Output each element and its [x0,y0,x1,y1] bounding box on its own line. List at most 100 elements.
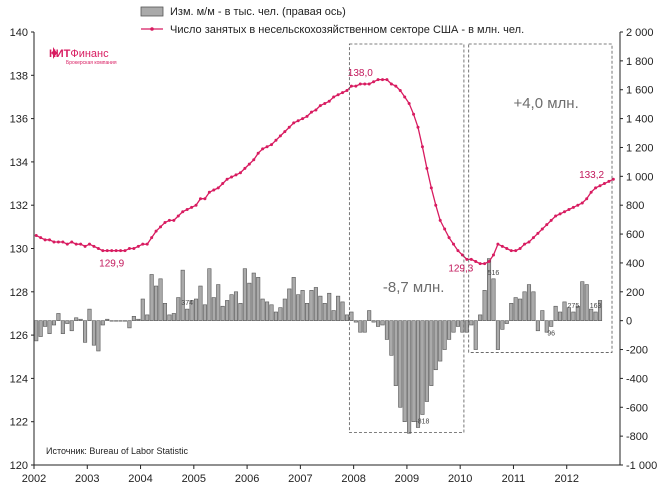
right-tick-label: -800 [626,431,648,443]
right-tick-label: 1 600 [626,85,654,97]
line-layer [34,78,615,266]
line-point [127,247,131,250]
bar [269,304,274,321]
bar-value-label: -818 [415,418,429,425]
line-point [65,242,69,246]
bar [78,318,83,321]
line-point [318,104,322,108]
line-point [380,78,384,82]
x-tick-label: 2011 [502,473,526,485]
line-point [212,188,216,192]
bar [140,298,145,321]
line-point [474,259,478,263]
legend-bar-label: Изм. м/м - в тыс. чел. (правая ось) [170,6,346,18]
bar [526,284,532,321]
line-point [349,84,353,88]
bar [171,313,176,321]
line-point [367,82,371,86]
line-point [465,257,469,261]
line-point [74,242,78,246]
bar [491,278,496,321]
bar [344,314,350,321]
line-point [469,257,473,261]
bar [83,320,88,343]
line-point [332,95,336,99]
line-point [549,218,553,222]
logo-mark-icon [53,47,57,59]
bar [580,281,585,321]
bar [202,304,207,321]
legend-line-marker [150,27,154,31]
line-point [500,244,504,248]
line-point [301,117,305,121]
bar [535,320,540,332]
line-value-label: 138,0 [348,68,373,79]
line-point [607,179,611,183]
x-tick-label: 2002 [22,473,46,485]
line-point [159,225,163,229]
line-point [509,249,513,253]
line-value-label: 129,3 [448,263,473,274]
line-point [358,82,362,86]
left-tick-label: 132 [10,200,28,212]
bar [109,320,114,322]
bar [522,291,527,321]
bar [442,320,447,350]
bar [353,320,358,323]
bar [96,320,101,352]
x-tick-label: 2004 [128,473,152,485]
line-point [309,110,313,114]
line-point [150,236,154,240]
line-point [345,88,349,92]
line-point [425,166,429,170]
bar [571,311,576,321]
bar [260,298,265,321]
bar [558,311,563,321]
bar [220,305,225,321]
bar [149,274,154,321]
bar [540,310,545,321]
bar [447,320,452,340]
bar [38,320,43,337]
bar [180,269,185,321]
line-point [460,253,464,257]
left-tick-label: 128 [10,287,28,299]
line-point [119,249,123,253]
line-point [283,130,287,134]
period-annotation: -8,7 млн. [383,279,445,296]
right-tick-label: 600 [626,229,644,241]
line-point [101,249,105,253]
bar [91,320,96,346]
line-point [190,205,194,209]
bar [238,303,243,321]
line-point [403,95,407,99]
left-tick-label: 130 [10,244,28,256]
source-note: Источник: Bureau of Labor Statistic [46,446,188,456]
bar [500,320,505,330]
line-point [567,208,571,212]
bar [287,288,292,321]
line-point [563,210,567,214]
bar [509,303,514,321]
line-point [447,236,451,240]
bar [247,282,252,321]
bar [225,300,230,321]
bar [167,314,172,321]
bar-value-label: 275 [568,303,580,310]
line-point [230,175,234,179]
line-point [576,203,580,207]
bar [131,316,136,321]
line-point [363,82,367,86]
right-tick-label: 1 800 [626,56,654,68]
bar [87,308,92,321]
line-point [207,190,211,194]
bar [313,287,318,321]
x-tick-label: 2006 [235,473,259,485]
left-tick-label: 124 [10,373,28,385]
line-point [70,240,74,244]
line-point [243,166,247,170]
bar [358,320,363,333]
bar [122,320,128,322]
bar [553,305,558,321]
